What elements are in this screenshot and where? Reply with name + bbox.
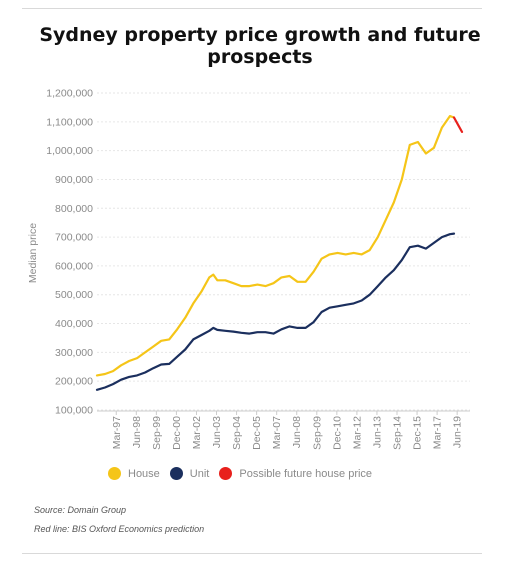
y-tick-label: 900,000 xyxy=(55,174,93,186)
legend-unit-label: Unit xyxy=(189,467,210,480)
y-tick-label: 1,200,000 xyxy=(46,88,93,100)
x-tick-label: Sep-99 xyxy=(151,416,163,450)
y-tick-label: 100,000 xyxy=(55,405,93,417)
y-tick-label: 800,000 xyxy=(55,203,93,215)
bottom-divider xyxy=(22,553,482,554)
y-tick-label: 300,000 xyxy=(55,347,93,359)
series-house-line xyxy=(95,114,456,377)
x-tick-label: Dec-00 xyxy=(171,416,183,450)
legend-item-house: House xyxy=(108,467,160,480)
legend-forecast-swatch xyxy=(219,467,233,480)
series-unit-line xyxy=(95,232,456,391)
x-tick-label: Jun-08 xyxy=(291,416,303,448)
legend-unit-swatch xyxy=(169,467,183,480)
source-note: Source: Domain Group xyxy=(34,505,127,515)
y-tick-label: 1,100,000 xyxy=(46,116,93,128)
x-tick-label: Jun-13 xyxy=(371,416,383,448)
y-tick-label: 1,000,000 xyxy=(46,145,93,157)
x-tick-label: Jun-19 xyxy=(452,416,464,448)
top-divider xyxy=(22,8,482,9)
x-tick-label: Dec-10 xyxy=(331,416,343,450)
legend-item-forecast: Possible future house price xyxy=(219,467,372,480)
x-tick-label: Sep-04 xyxy=(231,416,243,450)
y-tick-label: 200,000 xyxy=(55,376,93,388)
prediction-note: Red line: BIS Oxford Economics predictio… xyxy=(34,524,205,534)
chart-legend: House Unit Possible future house price xyxy=(108,467,382,480)
x-tick-label: Jun-98 xyxy=(131,416,143,448)
x-tick-label: Mar-02 xyxy=(191,416,203,449)
x-tick-label: Mar-97 xyxy=(111,416,123,449)
legend-forecast-label: Possible future house price xyxy=(239,467,373,480)
x-tick-label: Jun-03 xyxy=(211,416,223,448)
y-tick-label: 500,000 xyxy=(55,289,93,301)
y-axis-title: Median price xyxy=(27,223,39,283)
legend-house-swatch xyxy=(108,467,121,480)
x-tick-label: Dec-05 xyxy=(251,416,263,450)
x-tick-label: Sep-09 xyxy=(311,416,323,450)
x-tick-label: Dec-15 xyxy=(412,416,424,450)
chart-title: Sydney property price growth and future … xyxy=(39,24,481,68)
y-tick-label: 600,000 xyxy=(55,260,93,272)
legend-item-unit: Unit xyxy=(169,467,210,480)
series-forecast-line xyxy=(452,116,464,133)
x-tick-label: Mar-17 xyxy=(432,416,444,449)
y-tick-label: 700,000 xyxy=(55,232,93,244)
x-tick-label: Mar-07 xyxy=(271,416,283,449)
y-tick-label: 400,000 xyxy=(55,318,93,330)
x-tick-label: Mar-12 xyxy=(351,416,363,449)
legend-house-label: House xyxy=(128,467,160,480)
x-tick-label: Sep-14 xyxy=(392,416,404,450)
